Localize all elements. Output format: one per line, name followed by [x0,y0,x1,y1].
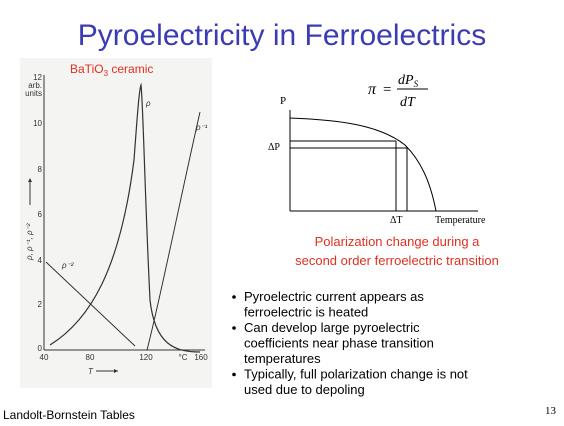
figure-label: BaTiO3 ceramic [70,62,153,78]
bullet-dot [232,372,236,377]
y-tick-label: 8 [38,165,43,174]
y-unit: units [25,89,42,98]
y-unit: arb. [28,81,42,90]
figure: BaTiO3 ceramic 12 arb. units 10 8 6 4 2 … [20,58,212,388]
curve-label: ρ [145,99,151,108]
bullet-text: Can develop large pyroelectric [244,320,420,335]
curve-label: ρ⁻² [61,261,74,270]
figure-bg [20,58,212,388]
bullet-dot [232,295,236,299]
delta-p: ΔP [268,142,280,153]
curve [289,117,437,212]
y-tick-label: 2 [38,300,43,309]
x-label: Temperature [435,215,486,226]
x-tick-label: 120 [139,353,153,362]
bullet-text: ferroelectric is heated [244,305,368,320]
x-tick-label: 80 [86,353,95,362]
curve-label: ρ⁻¹ [195,123,208,132]
curve [49,82,201,353]
bullet-text: temperatures [244,351,321,366]
y-tick-label: 4 [38,256,43,265]
bullet-list: Pyroelectric current appears asferroelec… [232,289,468,397]
caption: Polarization change during a [315,234,481,249]
delta-t: ΔT [390,215,403,226]
slide-title: Pyroelectricity in Ferroelectrics [78,19,486,52]
y-tick-label: 0 [38,344,43,353]
bullet-dot [232,326,236,330]
y-label: P [280,95,286,107]
formula-den: dT [400,95,416,110]
arrow-head [28,178,32,182]
x-tick-label: 40 [40,353,49,362]
formula-lhs: π [368,81,377,98]
x-label: T [88,367,94,376]
y-tick-label: 10 [33,119,42,128]
footer-source: Landolt-Bornstein Tables [3,408,135,422]
x-tick-label: 160 [194,353,208,362]
bullet-text: used due to depoling [244,382,365,397]
x-unit: °C [179,353,188,362]
arrow-head [114,369,118,373]
bullet-text: coefficients near phase transition [244,336,434,351]
bullet-text: Pyroelectric current appears as [244,289,424,304]
diagram: π = dPS dT P ΔP ΔT Temperature [268,73,486,226]
page-number: 13 [545,405,557,417]
y-label: ρ, ρ⁻¹, ρ⁻² [25,223,34,261]
bullet-text: Typically, full polarization change is n… [244,367,468,382]
y-tick-label: 6 [38,210,43,219]
curve [146,111,201,351]
formula-eq: = [383,82,391,98]
caption: second order ferroelectric transition [295,253,499,268]
y-tick-label: 12 [33,73,42,82]
formula-num: dPS [398,73,419,89]
